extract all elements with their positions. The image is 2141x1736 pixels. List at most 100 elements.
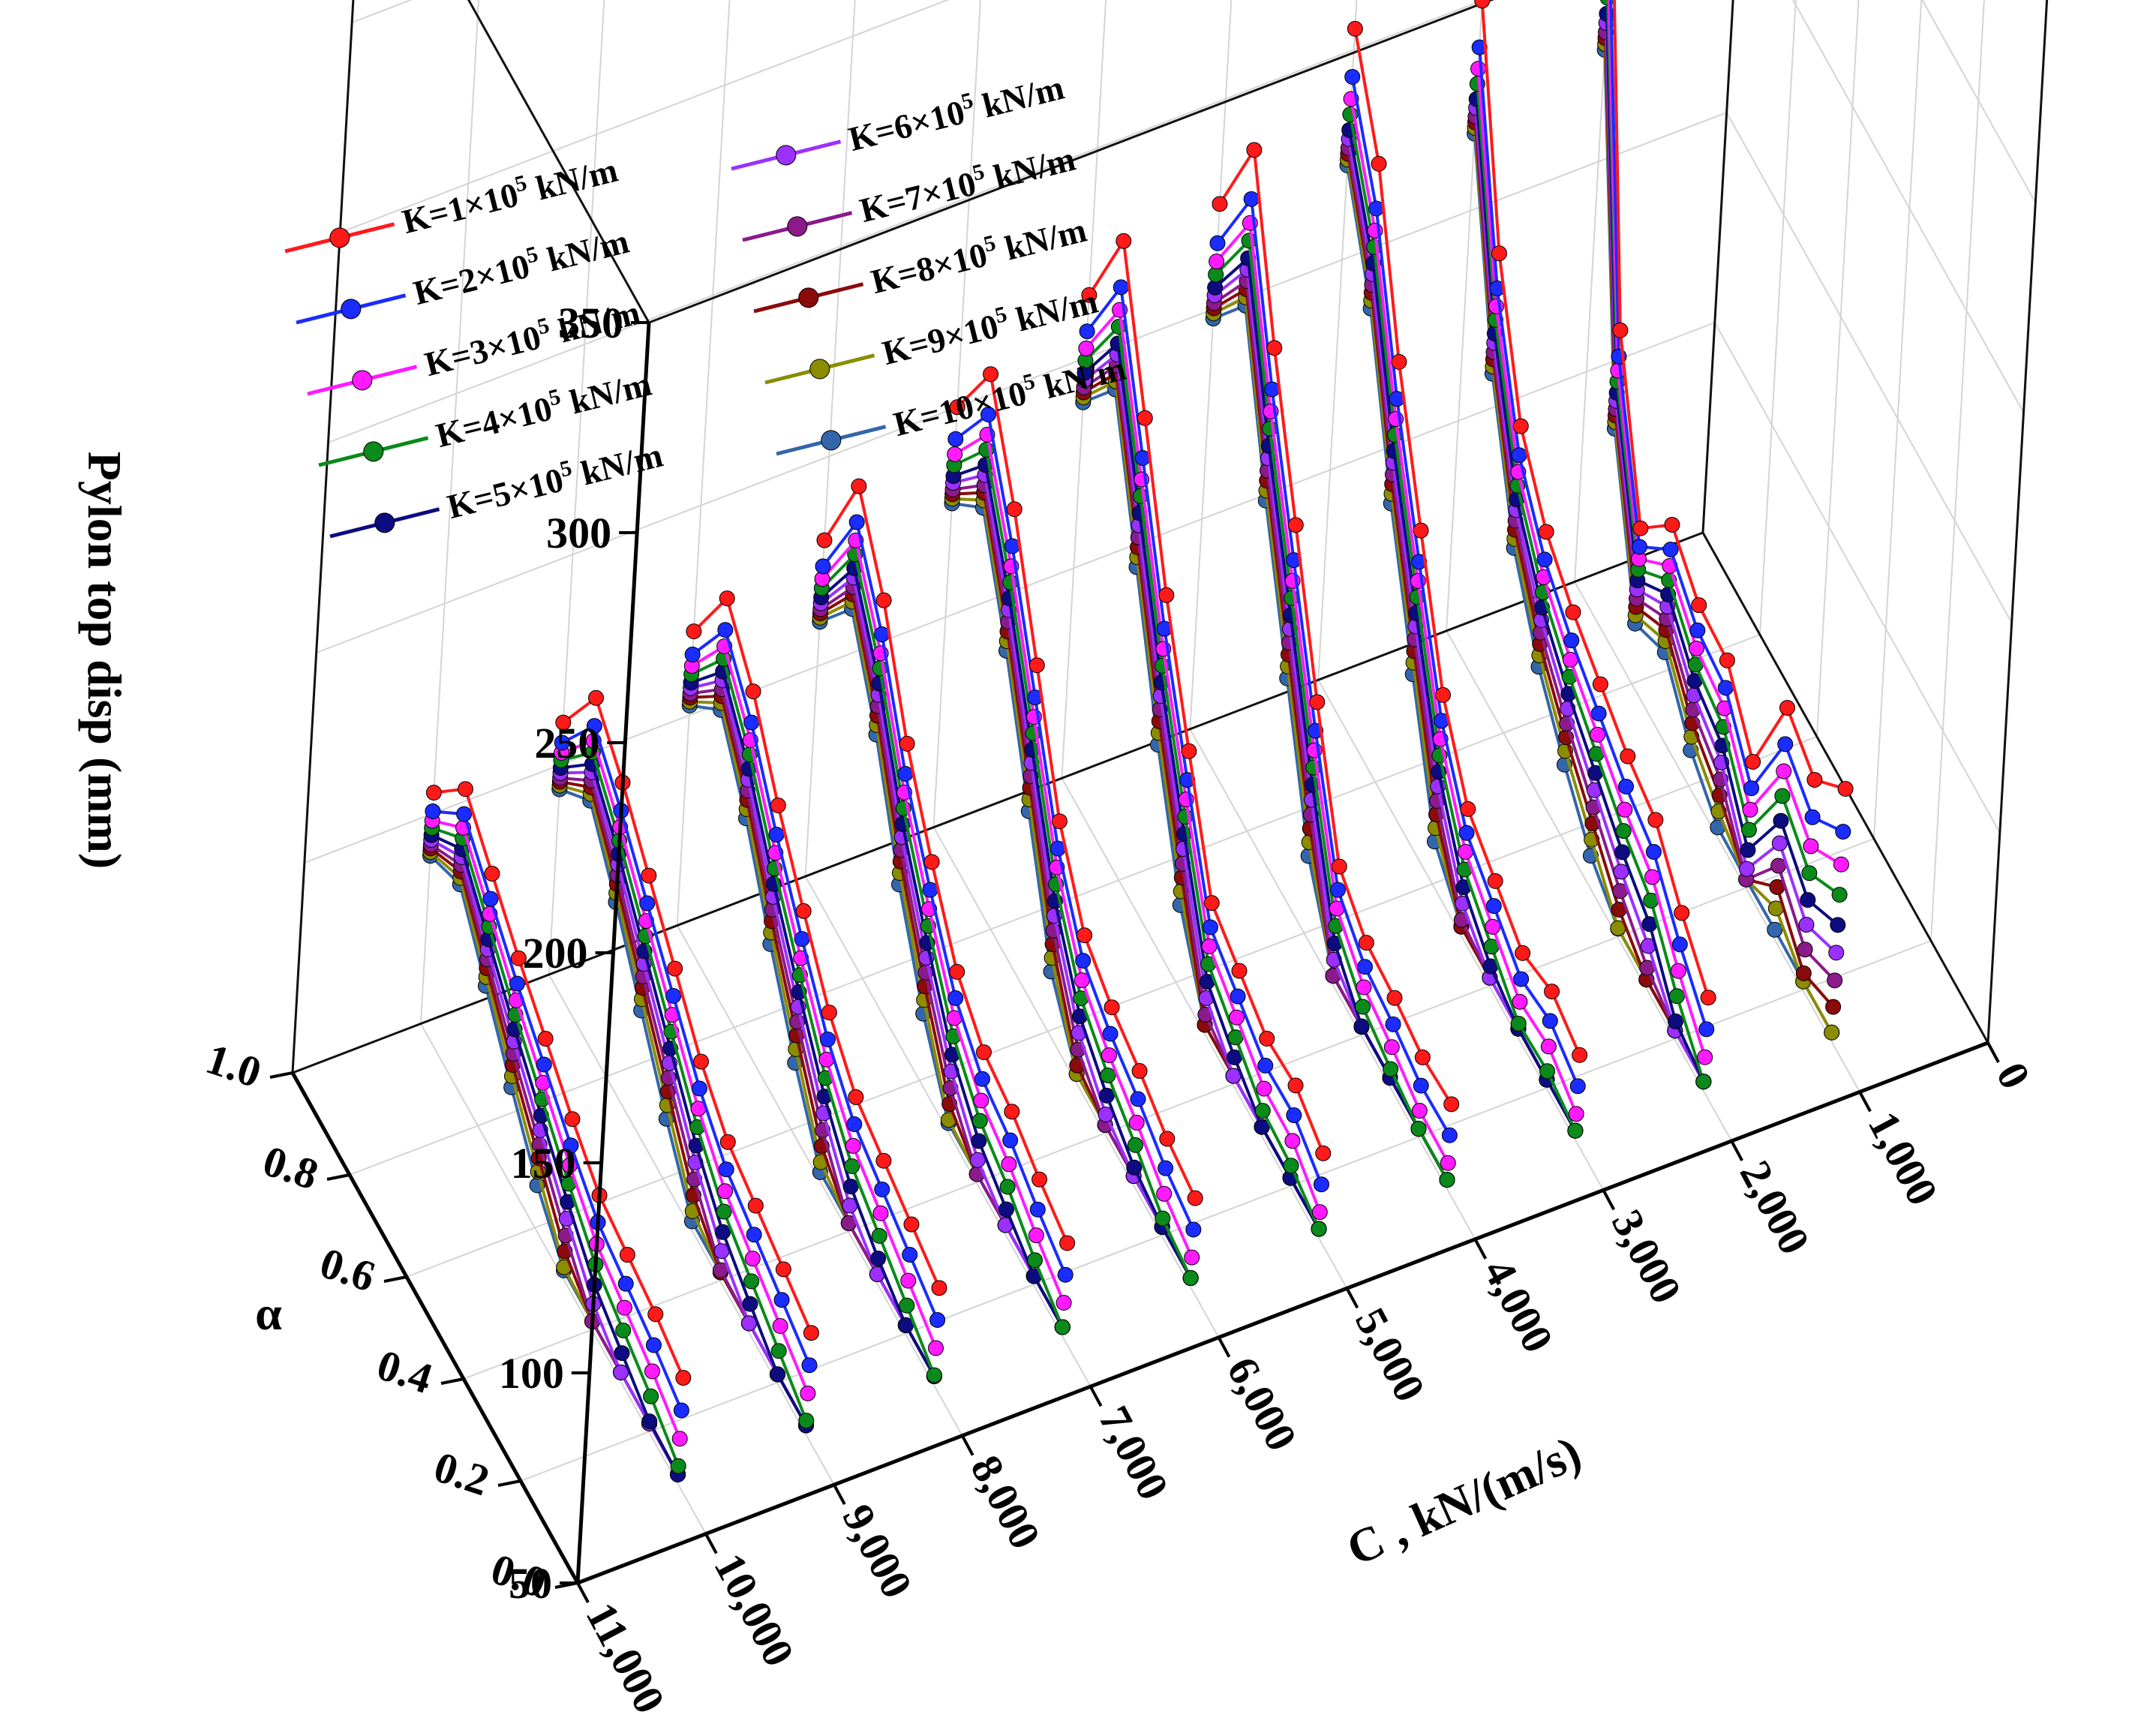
series-group-c-7000: [812, 478, 1076, 1335]
data-point-k1: [1386, 990, 1403, 1006]
data-point-k1: [1487, 873, 1503, 889]
data-point-k2: [1563, 632, 1580, 649]
series-group-c-6000: [944, 366, 1203, 1287]
data-point-k1: [1315, 1145, 1332, 1161]
data-point-k2: [768, 827, 785, 843]
series-line-k2: [1609, 0, 1844, 833]
data-point-k4: [1510, 1015, 1527, 1032]
z-tick-label: 350: [558, 299, 623, 347]
data-point-k2: [1536, 551, 1553, 568]
floor-grid-c: [676, 925, 963, 1437]
series-line-k3: [1350, 98, 1578, 1115]
data-point-k2: [980, 406, 997, 422]
c-tick-mark: [1345, 1287, 1359, 1309]
z-tick-label: 200: [523, 929, 588, 978]
data-point-k2: [1631, 539, 1647, 555]
data-point-k2: [684, 646, 701, 662]
data-point-k3: [717, 1183, 734, 1200]
legend-swatch-marker: [374, 512, 395, 533]
data-point-k5: [614, 1345, 630, 1362]
series-line-k4: [1348, 114, 1577, 1132]
series-line-k2: [691, 627, 939, 1321]
alpha-tick-mark: [440, 1377, 464, 1385]
data-point-k1: [1028, 657, 1045, 674]
data-point-k2: [1029, 1201, 1046, 1218]
data-point-k3: [1688, 640, 1704, 656]
data-point-k1: [686, 623, 702, 640]
series-line-k2: [954, 411, 1195, 1230]
data-point-k2: [929, 1311, 946, 1328]
back-grid-z: [351, 0, 413, 23]
data-point-k2: [1130, 1091, 1146, 1107]
data-point-k4: [971, 1113, 988, 1129]
data-point-k1: [949, 399, 965, 416]
data-point-k2: [1542, 1013, 1558, 1029]
data-point-k3: [1590, 726, 1606, 743]
legend-label: K=3×105 kN/m: [420, 291, 644, 383]
data-point-k3: [1209, 254, 1225, 270]
data-point-k2: [617, 1275, 634, 1292]
data-point-k3: [1101, 1047, 1117, 1064]
data-point-k1: [923, 854, 940, 870]
c-tick-mark: [1473, 1238, 1488, 1260]
data-point-k1: [1104, 999, 1120, 1016]
frame-edge: [1701, 0, 1734, 533]
series-line-k4: [953, 447, 1193, 1279]
z-tick-label: 100: [499, 1349, 564, 1398]
series-line-k3: [560, 738, 809, 1395]
data-point-k1: [692, 1053, 709, 1070]
data-point-k2: [1209, 235, 1226, 251]
data-point-k4: [743, 1273, 760, 1290]
legend-label-base: K=1×10: [398, 176, 522, 242]
data-point-k1: [931, 1280, 947, 1296]
series-line-k6: [819, 575, 1064, 1328]
data-point-k4: [1410, 1121, 1427, 1137]
data-point-k1: [675, 1370, 692, 1386]
series-line-k6: [953, 473, 1192, 1279]
data-point-k4: [1668, 988, 1685, 1005]
floor-grid-c: [932, 827, 1220, 1338]
series-line-k1: [1480, 0, 1710, 999]
data-point-k1: [1691, 597, 1707, 614]
data-point-k1: [1181, 743, 1197, 759]
data-point-k4: [1774, 788, 1791, 804]
data-point-k2: [1671, 936, 1688, 953]
alpha-tick-label: 0.2: [428, 1442, 495, 1505]
data-point-k2: [1057, 1266, 1074, 1283]
data-point-k1: [903, 1216, 920, 1233]
series-line-k1: [692, 595, 941, 1289]
alpha-tick-mark: [383, 1275, 407, 1283]
data-point-k1: [775, 1261, 791, 1278]
data-point-k2: [1698, 1021, 1715, 1038]
c-tick-mark: [1089, 1386, 1103, 1407]
data-point-k1: [1620, 748, 1636, 764]
data-point-k5: [1126, 1159, 1143, 1176]
data-point-k2: [639, 895, 656, 912]
frame-edge: [1986, 0, 2049, 1044]
c-tick-mark: [1730, 1140, 1743, 1161]
data-point-k1: [1837, 780, 1854, 797]
data-point-k3: [1670, 963, 1686, 979]
data-point-k2: [1441, 1127, 1458, 1143]
data-point-k1: [564, 1111, 581, 1128]
data-point-k1: [484, 866, 500, 882]
data-point-k5: [714, 1224, 731, 1240]
series-line-k7: [1213, 278, 1449, 1181]
data-point-k1: [1004, 1104, 1020, 1120]
series-line-k1: [823, 482, 1069, 1244]
data-point-k3: [1284, 1133, 1301, 1149]
data-point-k5: [842, 1179, 859, 1195]
data-point-k2: [1777, 736, 1794, 752]
c-tick-label: 4,000: [1474, 1251, 1563, 1360]
legend-label: K=4×105 kN/m: [431, 362, 655, 455]
series-layer: [422, 0, 1854, 1482]
data-point-k1: [1347, 20, 1363, 37]
data-point-k3: [947, 446, 963, 462]
series-group-c-9000: [551, 689, 819, 1434]
data-point-k2: [1002, 1132, 1019, 1149]
data-point-k2: [1385, 1016, 1401, 1032]
data-point-k2: [819, 1031, 836, 1047]
data-point-k5: [641, 1413, 658, 1430]
series-line-k7: [1473, 116, 1705, 1083]
